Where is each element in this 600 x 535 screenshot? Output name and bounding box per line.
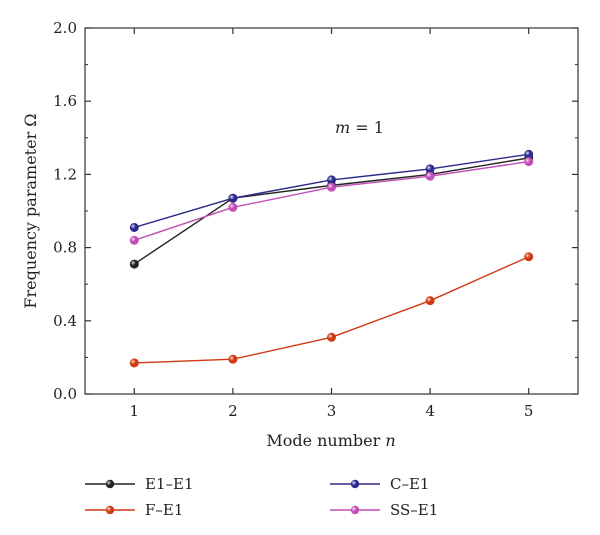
legend-label: C–E1 [390,475,429,493]
series-3-point-shine [425,172,435,181]
series-1-point-shine [425,296,435,305]
series-1-point-shine [228,355,238,364]
y-tick-label: 0.0 [53,385,77,403]
legend-marker-shine [105,505,115,515]
series-2-point-shine [130,223,139,232]
axis-ticks: 1 2 3 4 5 0.0 0.4 0.8 1.2 1.6 2.0 [53,19,578,420]
x-tick-label: 5 [524,402,534,420]
y-tick-label: 0.8 [53,239,77,257]
x-tick-label: 2 [228,402,238,420]
series-1-line [134,256,529,364]
x-axis-title: Mode number n [266,431,395,450]
y-tick-label: 1.6 [53,92,77,110]
legend-label: E1–E1 [145,475,194,493]
x-tick-label: 3 [327,402,337,420]
y-tick-label: 1.2 [53,165,77,183]
legend-label: SS–E1 [390,501,438,519]
series-1-point-shine [130,358,139,368]
series-0-point-shine [130,259,139,269]
series-2-point-shine [425,164,435,174]
m-annotation: m = 1 [335,118,384,137]
legend-marker-shine [350,479,360,489]
series-2-point-shine [524,150,533,159]
series-1-point-shine [524,252,533,261]
series-2-point-shine [228,193,238,203]
x-tick-label: 4 [425,402,435,420]
y-axis-title: Frequency parameter Ω [21,113,40,308]
x-tick-label: 1 [130,402,140,420]
y-tick-label: 2.0 [53,19,77,37]
legend-label: F–E1 [145,501,183,519]
legend: E1–E1 F–E1 C–E1 SS–E1 [85,475,438,519]
series-2-point-shine [327,175,336,185]
legend-marker-shine [105,479,115,489]
series-1-point-shine [327,333,336,342]
legend-marker-shine [350,505,360,515]
series-3-point-shine [228,203,238,212]
series-0-line [133,157,529,265]
series-layer [129,149,534,368]
series-3-point-shine [130,236,139,245]
series-3-point-shine [524,157,533,166]
y-tick-label: 0.4 [53,312,77,330]
series-3-point-shine [327,183,336,192]
series-3-line [134,160,529,241]
